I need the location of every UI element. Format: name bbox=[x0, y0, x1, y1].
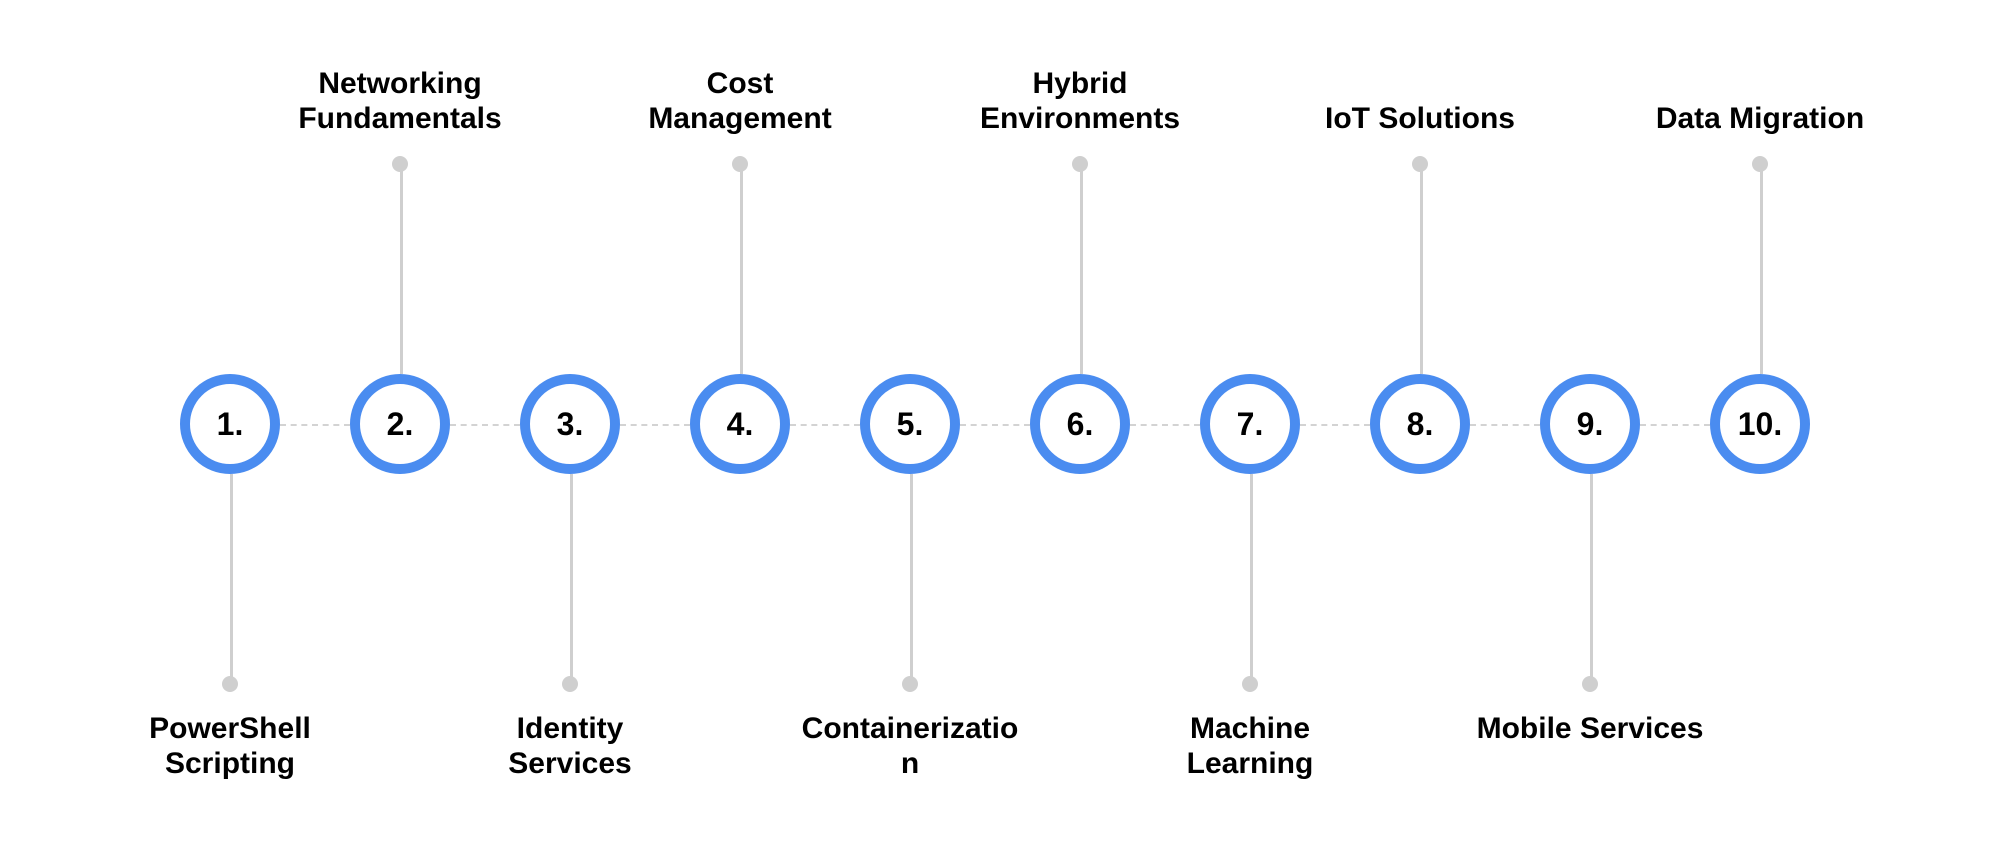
leader-dot bbox=[222, 676, 238, 692]
connector bbox=[280, 424, 350, 426]
step-node: 9. bbox=[1540, 374, 1640, 474]
step-number: 4. bbox=[727, 406, 754, 443]
leader-line bbox=[1250, 474, 1253, 684]
step-label: Hybrid Environments bbox=[950, 67, 1210, 136]
step-node: 4. bbox=[690, 374, 790, 474]
step-number: 2. bbox=[387, 406, 414, 443]
step-label: Containerizatio n bbox=[780, 712, 1040, 781]
step-node: 5. bbox=[860, 374, 960, 474]
step-node: 8. bbox=[1370, 374, 1470, 474]
step-number: 8. bbox=[1407, 406, 1434, 443]
connector bbox=[620, 424, 690, 426]
step-label: Identity Services bbox=[440, 712, 700, 781]
leader-dot bbox=[1072, 156, 1088, 172]
step-label: Mobile Services bbox=[1460, 712, 1720, 747]
step-label: Cost Management bbox=[610, 67, 870, 136]
connector bbox=[1130, 424, 1200, 426]
leader-line bbox=[570, 474, 573, 684]
leader-line bbox=[1590, 474, 1593, 684]
step-node: 10. bbox=[1710, 374, 1810, 474]
leader-dot bbox=[1752, 156, 1768, 172]
step-label: Data Migration bbox=[1630, 102, 1890, 137]
step-node: 6. bbox=[1030, 374, 1130, 474]
leader-dot bbox=[902, 676, 918, 692]
step-number: 3. bbox=[557, 406, 584, 443]
step-number: 7. bbox=[1237, 406, 1264, 443]
leader-line bbox=[1080, 164, 1083, 374]
step-label: IoT Solutions bbox=[1290, 102, 1550, 137]
connector bbox=[450, 424, 520, 426]
leader-line bbox=[1420, 164, 1423, 374]
step-node: 7. bbox=[1200, 374, 1300, 474]
leader-line bbox=[740, 164, 743, 374]
step-label: Networking Fundamentals bbox=[270, 67, 530, 136]
timeline-diagram: PowerShell Scripting 1. Networking Fundame… bbox=[0, 0, 2000, 848]
step-number: 1. bbox=[217, 406, 244, 443]
connector bbox=[790, 424, 860, 426]
step-number: 6. bbox=[1067, 406, 1094, 443]
connector bbox=[1470, 424, 1540, 426]
connector bbox=[1640, 424, 1710, 426]
step-label: Machine Learning bbox=[1120, 712, 1380, 781]
leader-dot bbox=[1242, 676, 1258, 692]
step-node: 3. bbox=[520, 374, 620, 474]
leader-dot bbox=[392, 156, 408, 172]
leader-dot bbox=[732, 156, 748, 172]
step-number: 10. bbox=[1738, 406, 1782, 443]
step-node: 2. bbox=[350, 374, 450, 474]
connector bbox=[1300, 424, 1370, 426]
step-number: 5. bbox=[897, 406, 924, 443]
step-number: 9. bbox=[1577, 406, 1604, 443]
connector bbox=[960, 424, 1030, 426]
leader-line bbox=[400, 164, 403, 374]
leader-dot bbox=[562, 676, 578, 692]
leader-line bbox=[1760, 164, 1763, 374]
leader-dot bbox=[1412, 156, 1428, 172]
step-node: 1. bbox=[180, 374, 280, 474]
step-label: PowerShell Scripting bbox=[100, 712, 360, 781]
leader-line bbox=[910, 474, 913, 684]
leader-dot bbox=[1582, 676, 1598, 692]
leader-line bbox=[230, 474, 233, 684]
